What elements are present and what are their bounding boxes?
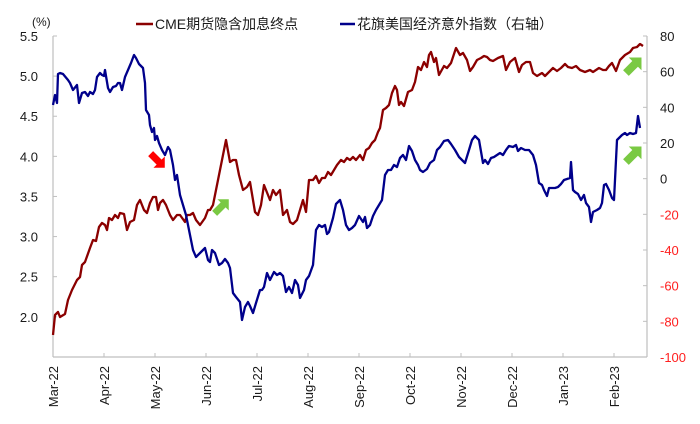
right-tick-label: 60: [660, 65, 674, 80]
green-arrow-icon: [623, 57, 642, 76]
x-tick-label: Jun-22: [199, 366, 214, 406]
series-line-citi: [51, 53, 642, 322]
left-axis-unit-label: (%): [32, 15, 51, 29]
x-tick-label: Aug-22: [301, 366, 316, 408]
left-tick-label: 3.0: [20, 230, 38, 245]
left-axis-ticks: 5.5 5.0 4.5 4.0 3.5 3.0 2.5 2.0: [20, 29, 57, 325]
green-arrow-icon: [623, 146, 642, 165]
x-tick-label: Apr-22: [97, 366, 112, 405]
x-tick-label: Nov-22: [454, 366, 469, 408]
right-tick-label: -40: [660, 243, 679, 258]
x-tick-label: Jul-22: [250, 366, 265, 401]
x-tick-label: Mar-22: [46, 366, 61, 407]
left-tick-label: 3.5: [20, 189, 38, 204]
left-tick-label: 2.0: [20, 310, 38, 325]
right-tick-label: -80: [660, 314, 679, 329]
left-tick-label: 2.5: [20, 270, 38, 285]
right-tick-label: 80: [660, 29, 674, 44]
x-axis-ticks: Mar-22 Apr-22 May-22 Jun-22 Jul-22 Aug-22 Sep-…: [46, 353, 622, 409]
right-tick-label: -100: [660, 350, 686, 365]
left-tick-label: 5.5: [20, 29, 38, 44]
right-axis-ticks: 80 60 40 20 0 -20 -40 -60 -80 -100: [643, 29, 686, 365]
left-tick-label: 4.0: [20, 149, 38, 164]
x-tick-label: Sep-22: [352, 366, 367, 408]
right-tick-label: 0: [660, 172, 667, 187]
x-tick-label: Dec-22: [505, 366, 520, 408]
green-arrow-icon: [212, 199, 229, 216]
x-tick-label: Jan-23: [556, 366, 571, 406]
x-tick-label: May-22: [148, 366, 163, 409]
legend-label-citi: 花旗美国经济意外指数（右轴）: [357, 16, 553, 32]
right-tick-label: -60: [660, 279, 679, 294]
legend: CME期货隐含加息终点 花旗美国经济意外指数（右轴）: [136, 16, 553, 32]
legend-label-cme: CME期货隐含加息终点: [155, 16, 298, 32]
right-tick-label: -20: [660, 207, 679, 222]
left-tick-label: 5.0: [20, 69, 38, 84]
left-tick-label: 4.5: [20, 109, 38, 124]
red-arrow-icon: [148, 151, 165, 168]
right-tick-label: 40: [660, 100, 674, 115]
x-tick-label: Oct-22: [403, 366, 418, 405]
x-tick-label: Feb-23: [607, 366, 622, 407]
series-line-cme: [51, 42, 644, 336]
right-tick-label: 20: [660, 136, 674, 151]
